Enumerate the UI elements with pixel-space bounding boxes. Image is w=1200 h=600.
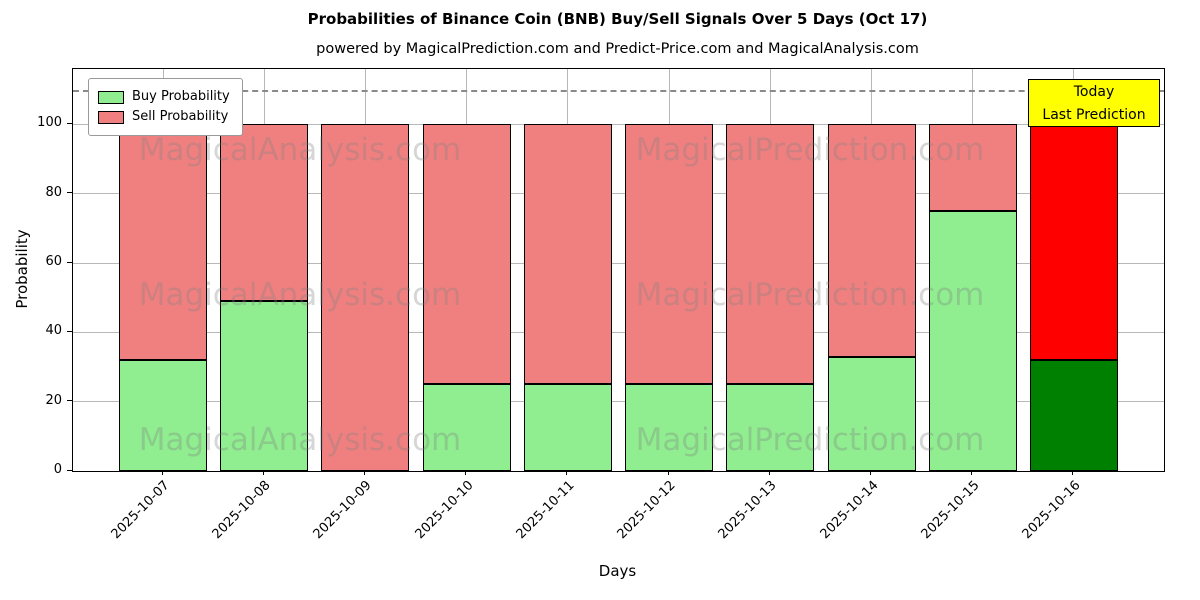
chart-title: Probabilities of Binance Coin (BNB) Buy/… (307, 10, 928, 28)
y-tick-label: 20 (45, 392, 62, 408)
watermark-text: MagicalPrediction.com (635, 277, 985, 313)
annotation-line1: Today (1073, 84, 1115, 100)
legend-item-sell: Sell Probability (98, 108, 230, 126)
y-tick-mark (67, 192, 72, 194)
sell-bar-segment (625, 124, 714, 385)
x-tick-mark (768, 470, 770, 475)
sell-bar-segment (726, 124, 815, 385)
x-tick-mark (971, 470, 973, 475)
buy-bar-segment (422, 384, 511, 471)
buy-bar-segment (625, 384, 714, 471)
y-tick-label: 100 (37, 115, 62, 131)
buy-bar-segment (119, 360, 208, 471)
y-gridline (73, 401, 1164, 403)
x-tick-mark (465, 470, 467, 475)
legend-swatch-sell (98, 110, 124, 124)
legend-label-sell: Sell Probability (132, 109, 229, 124)
buy-bar-segment (928, 211, 1017, 471)
y-gridline (73, 262, 1164, 264)
sell-bar-segment (321, 124, 410, 471)
legend-item-buy: Buy Probability (98, 88, 230, 106)
y-tick-mark (67, 261, 72, 263)
buy-bar-segment (523, 384, 612, 471)
today-annotation: Today Last Prediction (1028, 79, 1160, 127)
y-tick-label: 40 (45, 323, 62, 339)
legend-swatch-buy (98, 90, 124, 104)
sell-bar-segment (220, 124, 309, 302)
buy-bar-segment (827, 356, 916, 471)
legend-label-buy: Buy Probability (132, 89, 230, 104)
sell-bar-segment (827, 124, 916, 357)
sell-bar-segment (119, 124, 208, 361)
x-tick-mark (667, 470, 669, 475)
y-tick-mark (67, 469, 72, 471)
watermark-text: MagicalAnalysis.com (138, 277, 462, 313)
buy-bar-segment (1029, 360, 1118, 471)
y-gridline (73, 123, 1164, 125)
y-tick-label: 60 (45, 254, 62, 270)
sell-bar-segment (1029, 124, 1118, 361)
sell-bar-segment (523, 124, 612, 385)
watermark-text: MagicalAnalysis.com (138, 132, 462, 168)
watermark-text: MagicalPrediction.com (635, 422, 985, 458)
y-tick-mark (67, 122, 72, 124)
y-tick-label: 0 (53, 462, 62, 477)
chart-subtitle: powered by MagicalPrediction.com and Pre… (316, 41, 919, 57)
annotation-line2: Last Prediction (1042, 107, 1146, 123)
sell-bar-segment (928, 124, 1017, 212)
y-tick-mark (67, 330, 72, 332)
x-tick-mark (1072, 470, 1074, 475)
watermark-text: MagicalPrediction.com (635, 132, 985, 168)
x-axis-label: Days (598, 562, 637, 580)
watermark-text: MagicalAnalysis.com (138, 422, 462, 458)
x-tick-mark (262, 470, 264, 475)
y-gridline (73, 331, 1164, 333)
x-tick-mark (161, 470, 163, 475)
legend: Buy Probability Sell Probability (88, 78, 243, 136)
x-tick-mark (566, 470, 568, 475)
sell-bar-segment (422, 124, 511, 385)
x-tick-mark (870, 470, 871, 475)
x-tick-mark (363, 470, 365, 475)
x-tick-label: 2025-10-07 (108, 478, 173, 543)
y-tick-mark (67, 400, 72, 402)
plot-area (72, 68, 1165, 472)
buy-bar-segment (220, 301, 309, 471)
y-gridline (73, 193, 1164, 195)
buy-bar-segment (726, 384, 815, 471)
y-tick-label: 80 (45, 184, 62, 200)
threshold-dashed-line (73, 89, 1164, 92)
